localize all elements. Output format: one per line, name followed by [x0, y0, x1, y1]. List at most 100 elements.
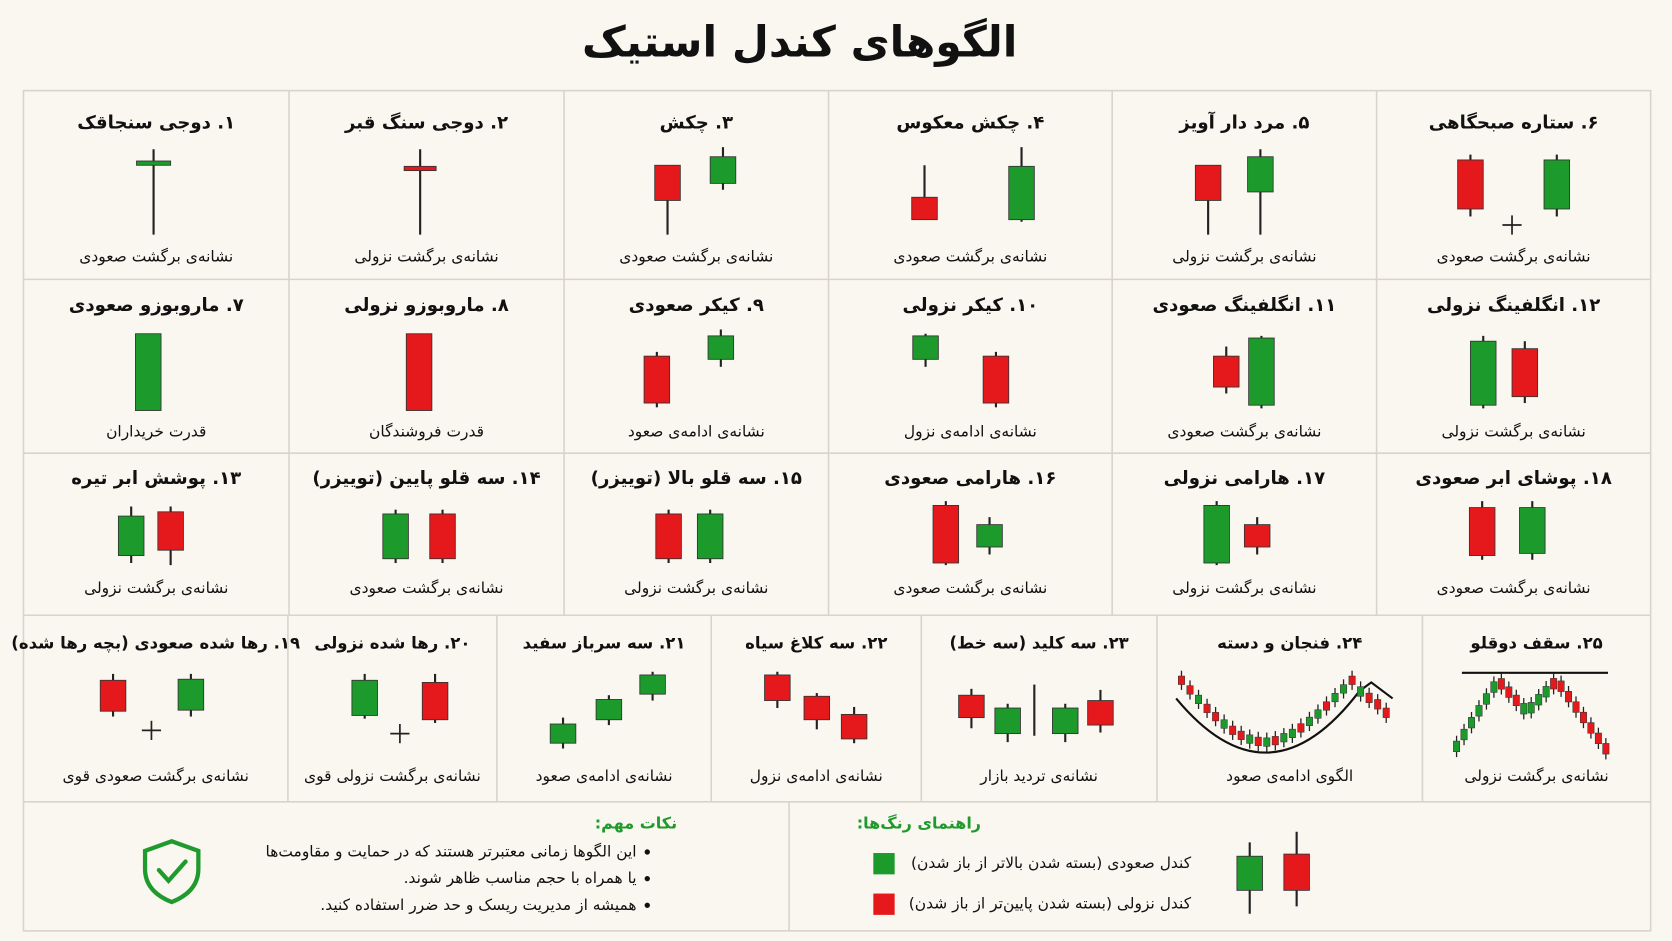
candle-body	[421, 681, 449, 721]
candle-body	[1457, 159, 1484, 210]
pattern-caption: نشانه‌ی برگشت نزولی	[354, 247, 498, 265]
candle-body	[1357, 686, 1365, 697]
candle-body	[1283, 853, 1310, 891]
candle-body	[351, 679, 378, 716]
candle-body	[405, 333, 433, 411]
candle-body	[976, 524, 1003, 548]
candle-body	[1246, 734, 1254, 744]
candle-body	[982, 355, 1010, 404]
candle-body	[1542, 686, 1550, 698]
candle-body	[1323, 701, 1330, 711]
candle-body	[1365, 692, 1373, 703]
candle-body	[1203, 703, 1211, 713]
pattern-caption: قدرت خریداران	[106, 422, 206, 440]
candle-body	[429, 513, 456, 560]
pattern-caption: الگوی ادامه‌ی صعود	[1226, 767, 1353, 785]
candle-body	[1271, 736, 1279, 746]
note-item: یا همراه با حجم مناسب ظاهر شوند.	[404, 869, 637, 887]
candle-body	[1497, 678, 1505, 690]
pattern-caption: نشانه‌ی برگشت صعودی	[1437, 579, 1591, 597]
candle-body	[764, 674, 791, 701]
candle-body	[1213, 355, 1240, 388]
candle-body	[1314, 709, 1322, 719]
pattern-title: ۱۳. پوشش ابر تیره	[71, 468, 241, 489]
candle-body	[99, 679, 127, 712]
candle-body	[1248, 337, 1275, 406]
candle-body	[1543, 159, 1571, 210]
cup-curve	[1175, 681, 1394, 754]
candle-body	[549, 723, 577, 744]
pattern-caption: نشانه‌ی برگشت نزولی	[1464, 767, 1608, 785]
pattern-title: ۸. ماروبوزو نزولی	[344, 295, 509, 316]
candle-body	[1331, 693, 1339, 703]
candle-body	[1052, 707, 1079, 735]
pattern-caption: نشانه‌ی برگشت صعودی قوی	[63, 767, 249, 785]
page-title: الگوهای کندل استیک	[582, 17, 1017, 67]
pattern-caption: نشانه‌ی برگشت نزولی	[1441, 422, 1585, 440]
candle-body	[1087, 700, 1114, 726]
candle-body	[696, 513, 724, 560]
candle-body	[1594, 732, 1602, 744]
candle-body	[1511, 348, 1539, 398]
candle-body	[1229, 725, 1237, 735]
candle-body	[1572, 701, 1580, 713]
pattern-caption: نشانه‌ی برگشت صعودی	[79, 247, 233, 265]
pattern-title: ۲۵. سقف دوقلو	[1469, 634, 1602, 654]
candle-body	[1212, 712, 1220, 722]
candle-body	[1460, 728, 1468, 741]
candle-body	[403, 165, 437, 172]
pattern-caption: قدرت فروشندگان	[369, 422, 484, 440]
candle-body	[1565, 691, 1573, 703]
candle-body	[136, 160, 172, 166]
pattern-caption: نشانه‌ی برگشت صعودی	[350, 579, 504, 597]
candle-body	[911, 196, 938, 221]
candle-body	[1236, 855, 1263, 891]
pattern-title: ۹. کیکر صعودی	[629, 295, 764, 316]
candle-body	[1263, 737, 1271, 747]
candle-body	[1203, 504, 1230, 564]
note-item: همیشه از مدیریت ریسک و حد ضرر استفاده کن…	[320, 896, 636, 914]
legend-item: کندل صعودی (بسته شدن بالاتر از باز شدن)	[911, 854, 1192, 872]
bullet	[644, 849, 650, 855]
candle-body	[1470, 340, 1497, 406]
candle-body	[803, 695, 831, 721]
candle-body	[1475, 705, 1483, 717]
legend-swatch	[873, 853, 895, 875]
pattern-caption: نشانه‌ی ادامه‌ی صعود	[536, 767, 673, 785]
candle-body	[707, 335, 735, 360]
pattern-caption: نشانه‌ی برگشت صعودی	[893, 579, 1047, 597]
pattern-title: ۱۲. انگلفینگ نزولی	[1427, 294, 1600, 316]
candle-body	[958, 694, 985, 719]
candle-body	[1468, 507, 1496, 556]
pattern-title: ۲۲. سه کلاغ سیاه	[745, 634, 887, 653]
candle-body	[840, 713, 868, 740]
candle-body	[1247, 156, 1274, 193]
candle-body	[1490, 681, 1498, 693]
legend-swatch	[873, 893, 895, 915]
pattern-title: ۳. چکش	[660, 113, 733, 134]
pattern-caption: نشانه‌ی برگشت نزولی قوی	[304, 767, 481, 785]
candle-body	[1382, 707, 1390, 718]
pattern-caption: نشانه‌ی برگشت صعودی	[893, 247, 1047, 265]
candle-body	[1305, 716, 1313, 726]
candle-body	[1505, 686, 1513, 698]
pattern-title: ۵. مرد دار آویز	[1178, 111, 1309, 134]
candle-body	[1520, 703, 1528, 715]
candle-body	[654, 164, 681, 201]
shield-icon	[142, 839, 201, 905]
pattern-caption: نشانه‌ی تردید بازار	[979, 767, 1098, 785]
pattern-title: ۶. ستاره صبحگاهی	[1429, 112, 1599, 134]
candle-body	[1580, 711, 1587, 724]
note-item: این الگوها زمانی معتبرتر هستند که در حما…	[266, 842, 637, 860]
pattern-title: ۱۴. سه قلو پایین (توییزر)	[312, 468, 540, 489]
candle-body	[1178, 675, 1185, 685]
pattern-caption: نشانه‌ی برگشت صعودی	[1167, 422, 1321, 440]
candle-body	[117, 515, 145, 556]
pattern-title: ۲۴. فنجان و دسته	[1217, 634, 1362, 654]
candle-body	[1194, 164, 1222, 201]
candle-body	[1602, 743, 1610, 755]
candle-body	[1557, 680, 1565, 692]
candle-body	[1527, 702, 1535, 714]
pattern-caption: نشانه‌ی برگشت نزولی	[624, 579, 768, 597]
